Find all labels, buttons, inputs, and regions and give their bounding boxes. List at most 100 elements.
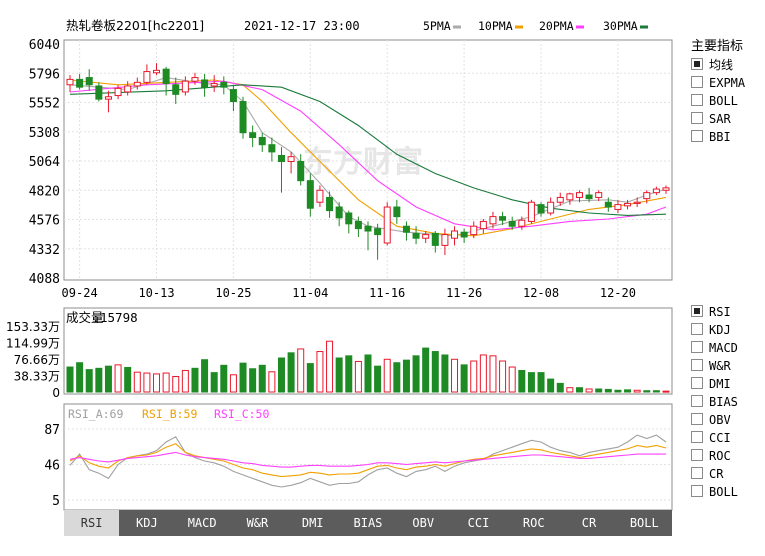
sub-indicator-option-label: RSI bbox=[709, 305, 731, 319]
candle-body bbox=[470, 225, 478, 236]
date-tick-label: 12-20 bbox=[600, 286, 636, 300]
sub-indicator-option[interactable]: MACD bbox=[691, 339, 763, 357]
price-tick-label: 5796 bbox=[29, 67, 60, 82]
checkbox-icon[interactable] bbox=[691, 359, 703, 371]
main-indicator-option[interactable]: BOLL bbox=[691, 92, 763, 110]
tab-wandr[interactable]: W&R bbox=[246, 516, 269, 530]
checkbox-icon[interactable] bbox=[691, 305, 703, 317]
ma-legend-label: 30PMA bbox=[603, 19, 638, 33]
checkbox-icon[interactable] bbox=[691, 377, 703, 389]
volume-bar bbox=[258, 364, 266, 393]
checkbox-icon[interactable] bbox=[691, 395, 703, 407]
volume-bar bbox=[249, 368, 257, 393]
checkbox-icon[interactable] bbox=[691, 413, 703, 425]
rsi-tick-label: 5 bbox=[52, 494, 60, 509]
date-tick-label: 10-13 bbox=[138, 286, 174, 300]
checkbox-icon[interactable] bbox=[691, 449, 703, 461]
sub-indicator-option[interactable]: RSI bbox=[691, 303, 763, 321]
candle-body bbox=[76, 78, 84, 88]
price-tick-label: 6040 bbox=[29, 38, 60, 53]
candle-body bbox=[451, 230, 459, 239]
candle-body bbox=[556, 196, 564, 203]
volume-bar bbox=[172, 376, 180, 393]
sub-indicator-option[interactable]: BOLL bbox=[691, 483, 763, 501]
tab-cr[interactable]: CR bbox=[581, 516, 597, 530]
candle-body bbox=[518, 219, 526, 227]
volume-bar bbox=[575, 387, 583, 393]
volume-bar bbox=[297, 348, 305, 393]
candle-body bbox=[402, 225, 410, 233]
sub-indicator-panel: RSI KDJ MACD W&R DMI BIAS OBV CCI ROC CR BOLL bbox=[691, 303, 763, 501]
candle-body bbox=[537, 204, 545, 214]
main-indicator-option[interactable]: 均线 bbox=[691, 56, 763, 74]
volume-bar bbox=[287, 352, 295, 393]
sub-indicator-option[interactable]: KDJ bbox=[691, 321, 763, 339]
price-y-axis: 6040 5796 5552 5308 5064 4820 4576 4332 4088 bbox=[29, 38, 60, 287]
tab-bias[interactable]: BIAS bbox=[353, 516, 383, 530]
checkbox-icon[interactable] bbox=[691, 431, 703, 443]
checkbox-icon[interactable] bbox=[691, 467, 703, 479]
tab-cci[interactable]: CCI bbox=[467, 516, 490, 530]
watermark: 东方财富 bbox=[303, 145, 423, 180]
tab-dmi[interactable]: DMI bbox=[301, 516, 324, 530]
sub-indicator-option[interactable]: ROC bbox=[691, 447, 763, 465]
candle-body bbox=[364, 225, 372, 232]
candle-body bbox=[614, 204, 622, 210]
sub-indicator-option-label: CCI bbox=[709, 431, 731, 445]
checkbox-icon[interactable] bbox=[691, 94, 703, 106]
candle-body bbox=[662, 187, 670, 191]
sub-indicator-option-label: ROC bbox=[709, 449, 731, 463]
rsi-tick-label: 87 bbox=[44, 423, 60, 438]
volume-bar bbox=[201, 359, 209, 393]
checkbox-icon[interactable] bbox=[691, 58, 703, 70]
candle-body bbox=[643, 192, 651, 200]
sub-indicator-option[interactable]: W&R bbox=[691, 357, 763, 375]
tab-boll[interactable]: BOLL bbox=[629, 516, 659, 530]
price-tick-label: 5064 bbox=[29, 155, 60, 170]
checkbox-icon[interactable] bbox=[691, 485, 703, 497]
checkbox-icon[interactable] bbox=[691, 76, 703, 88]
sub-indicator-option[interactable]: DMI bbox=[691, 375, 763, 393]
tab-rsi[interactable]: RSI bbox=[64, 510, 120, 536]
sub-indicator-option[interactable]: CR bbox=[691, 465, 763, 483]
main-indicator-option-label: BBI bbox=[709, 130, 731, 144]
candle-body bbox=[133, 81, 141, 87]
volume-bar bbox=[114, 364, 122, 393]
volume-bar bbox=[143, 372, 151, 393]
tab-macd[interactable]: MACD bbox=[187, 516, 217, 530]
rsi-legend: RSI_A:69 RSI_B:59 RSI_C:50 bbox=[68, 407, 269, 421]
candle-body bbox=[595, 192, 603, 198]
volume-bar bbox=[162, 372, 170, 393]
main-indicator-option-label: SAR bbox=[709, 112, 731, 126]
candle-body bbox=[210, 83, 218, 87]
checkbox-icon[interactable] bbox=[691, 341, 703, 353]
rsi-legend-label: RSI_C:50 bbox=[214, 407, 269, 421]
checkbox-icon[interactable] bbox=[691, 130, 703, 142]
volume-bar bbox=[537, 372, 545, 393]
volume-bar bbox=[422, 347, 430, 393]
candle-body bbox=[249, 132, 257, 139]
tab-kdj[interactable]: KDJ bbox=[136, 516, 158, 530]
sub-indicator-option[interactable]: BIAS bbox=[691, 393, 763, 411]
checkbox-icon[interactable] bbox=[691, 323, 703, 335]
indicator-tabs: RSI KDJ MACD W&R DMI BIAS OBV CCI ROC CR BOLL bbox=[64, 510, 672, 536]
date-tick-label: 09-24 bbox=[62, 286, 98, 300]
checkbox-icon[interactable] bbox=[691, 112, 703, 124]
tab-roc[interactable]: ROC bbox=[522, 516, 545, 530]
main-indicator-option[interactable]: SAR bbox=[691, 110, 763, 128]
candle-body bbox=[229, 89, 237, 103]
candlesticks bbox=[66, 63, 670, 260]
sub-indicator-option[interactable]: OBV bbox=[691, 411, 763, 429]
candle-body bbox=[575, 192, 583, 198]
volume-bar bbox=[220, 364, 228, 393]
candle-body bbox=[633, 201, 641, 204]
tab-obv[interactable]: OBV bbox=[412, 516, 435, 530]
main-indicator-option[interactable]: BBI bbox=[691, 128, 763, 146]
candle-body bbox=[326, 196, 334, 212]
volume-bar bbox=[662, 390, 670, 393]
main-indicator-option[interactable]: EXPMA bbox=[691, 74, 763, 92]
candle-body bbox=[383, 206, 391, 244]
volume-bars bbox=[66, 340, 670, 393]
sub-indicator-option[interactable]: CCI bbox=[691, 429, 763, 447]
candle-body bbox=[393, 206, 401, 218]
